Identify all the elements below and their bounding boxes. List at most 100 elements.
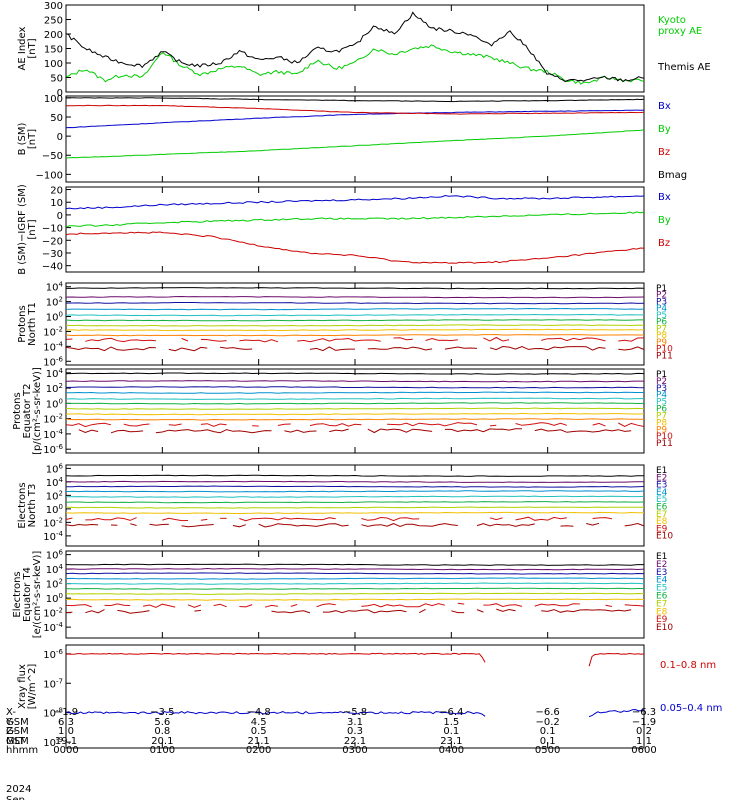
- footer-value: 0300: [342, 745, 368, 756]
- panel-e1-ytick-label: 102: [46, 489, 63, 502]
- footer-value: 0500: [534, 745, 561, 756]
- panel-bigrf-ytick-label: −10: [42, 224, 63, 235]
- panel-e1-channel-4: [65, 495, 645, 498]
- panel-e2-ytick-label: 10-4: [43, 621, 63, 634]
- panel-e2-channel-6: [65, 592, 645, 595]
- panel-e1-legend: E8: [656, 517, 668, 527]
- panel-e2-legend: E4: [656, 576, 668, 586]
- panel-e2-legend: E10: [656, 623, 673, 633]
- panel-e2-ytick-label: 100: [46, 592, 63, 605]
- panel-xray-ytick-label: 10-6: [43, 648, 63, 661]
- panel-e2-channel-1: [65, 567, 645, 571]
- panel-p2-channel-8: [65, 418, 645, 421]
- footer-value: −6.4: [439, 707, 464, 718]
- footer-value: 0100: [149, 745, 176, 756]
- panel-e2-legend: E3: [656, 568, 667, 578]
- panel-ae-ytick-label: 100: [44, 59, 63, 70]
- footer-value: −4.8: [246, 707, 271, 718]
- panel-p2-legend: P5: [656, 398, 667, 408]
- panel-p1-frame: [65, 282, 645, 366]
- panel-p2-legend: P11: [656, 439, 673, 449]
- panel-xray-series-1: [65, 708, 645, 718]
- panel-ae-ytick-label: 150: [44, 45, 63, 56]
- panel-e1-channel-6: [65, 506, 644, 509]
- panel-ae-ytick-label: 0: [57, 88, 63, 99]
- panel-p1-legend: P7: [656, 324, 667, 334]
- panel-p2-legend: P10: [656, 432, 673, 442]
- panel-e2-ylabel: Electrons: [12, 571, 23, 617]
- panel-p1-legend: P6: [656, 318, 667, 328]
- footer-value: 6.3: [58, 716, 74, 728]
- panel-p1-channel-4: [65, 313, 645, 317]
- footer-row-label: X-GSM: [6, 707, 29, 728]
- panel-e1-ytick-label: 10-2: [43, 516, 63, 529]
- panel-bigrf-legend: By: [658, 215, 671, 226]
- footer-value: −1.9: [53, 707, 79, 718]
- panel-p2-ytick-label: 104: [46, 367, 64, 380]
- panel-p1-legend: P4: [656, 304, 667, 314]
- panel-xray-ytick-label: 10-8: [43, 707, 63, 720]
- panel-p1-channel-9: [65, 336, 645, 343]
- panel-bigrf-ytick-label: 20: [50, 186, 63, 197]
- panel-p1-ytick-label: 10-6: [43, 355, 63, 368]
- panel-bigrf-ytick-label: 0: [57, 211, 63, 222]
- panel-e2-ylabel: [e/(cm²-s-sr-keV)]: [32, 551, 43, 639]
- panel-p1-channel-3: [65, 307, 645, 311]
- panel-xray-ylabel: Xray flux: [17, 664, 28, 709]
- panel-e2-ytick-label: 10-2: [43, 607, 63, 620]
- footer-value: 4.5: [250, 716, 267, 728]
- panel-e2-channel-7: [65, 598, 645, 601]
- panel-xray-legend: 0.1–0.8 nm: [660, 660, 716, 671]
- panel-p1-legend: P2: [656, 291, 667, 301]
- panel-p2-ytick-label: 10-4: [43, 428, 63, 441]
- panel-bigrf-legend: Bx: [658, 192, 671, 203]
- panel-p2-legend: P3: [656, 384, 667, 394]
- footer-value: 23.1: [440, 735, 463, 747]
- panel-p2-legend: P6: [656, 405, 667, 415]
- panel-p2-channel-4: [65, 397, 644, 400]
- panel-p2-channel-6: [65, 407, 645, 410]
- footer-value: 0.5: [250, 726, 267, 737]
- panel-bigrf-ytick-label: 10: [50, 198, 63, 209]
- panel-e1-legend: E5: [656, 495, 667, 505]
- panel-p2-legend: P9: [656, 425, 667, 435]
- panel-bigrf-ytick-label: −40: [42, 262, 63, 273]
- panel-bigrf-series-2: [65, 231, 645, 264]
- footer-row-label: Z-GSM: [6, 726, 29, 747]
- panel-e1-ytick-label: 100: [46, 503, 63, 516]
- panel-e1-channel-7: [65, 511, 644, 515]
- footer-value: 0200: [245, 745, 272, 756]
- panel-e2-legend: E6: [656, 592, 668, 602]
- panel-ae-ylabel: [nT]: [27, 38, 38, 58]
- panel-p2-legend: P4: [656, 391, 667, 401]
- panel-e2-channel-2: [65, 572, 645, 575]
- panel-e2-channel-4: [66, 582, 645, 585]
- footer-value: −0.2: [535, 716, 560, 728]
- panel-e1-legend: E1: [656, 466, 667, 476]
- panel-p1-legend: P8: [656, 331, 667, 341]
- panel-p2-ylabel: [p/(cm²-s-sr-keV)]: [32, 367, 43, 455]
- panel-p1-channel-6: [65, 324, 645, 327]
- panel-bsm-legend: Bx: [658, 101, 671, 112]
- panel-bigrf-ytick-label: −30: [42, 249, 63, 260]
- panel-e1-legend: E10: [656, 532, 673, 542]
- panel-bsm-series-3: [65, 97, 645, 103]
- date-label: 2024 Sep 21: [6, 784, 32, 800]
- panel-e1-legend: E7: [656, 510, 667, 520]
- panel-bigrf-series-0: [65, 194, 645, 210]
- panel-p2-channel-10: [78, 428, 632, 434]
- panel-p1-legend: P10: [656, 345, 673, 355]
- footer-value: 3.1: [347, 716, 363, 728]
- panel-bsm-legend: Bz: [658, 147, 670, 158]
- panel-xray-ytick-label: 10-9: [43, 736, 63, 749]
- panel-e2-channel-0: [65, 563, 644, 566]
- footer-value: 20.1: [151, 735, 174, 747]
- panel-p1-channel-0: [66, 287, 645, 290]
- panel-ae-ylabel: AE Index: [17, 26, 28, 70]
- panel-p1-channel-1: [65, 295, 645, 299]
- panel-bsm-legend: Bmag: [658, 170, 687, 181]
- footer-value: 1.5: [443, 716, 460, 728]
- panel-bsm-ytick-label: −100: [36, 170, 63, 181]
- panel-e2-channel-5: [65, 587, 644, 590]
